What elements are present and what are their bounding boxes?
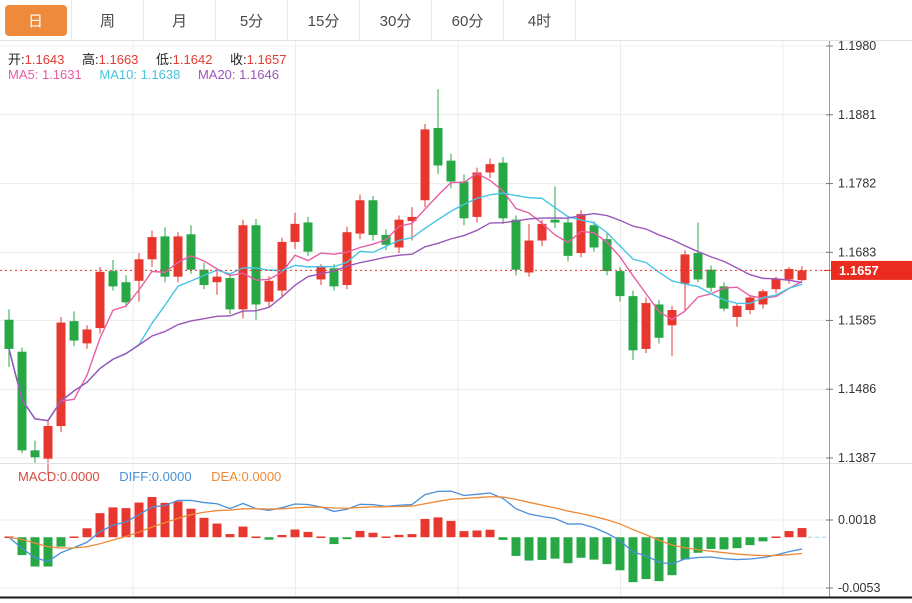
low-label: 低:	[156, 52, 173, 67]
ma-readout: MA5: 1.1631 MA10: 1.1638 MA20: 1.1646	[8, 67, 279, 82]
ma10-readout: MA10: 1.1638	[99, 67, 181, 82]
svg-text:0.0018: 0.0018	[838, 513, 876, 527]
svg-text:1.1657: 1.1657	[839, 263, 879, 278]
macd-value-readout: MACD:0.0000	[18, 469, 100, 484]
tab-30min-label: 30分	[379, 12, 412, 30]
tab-60min-label: 60分	[451, 12, 484, 30]
tab-day-label: 日	[27, 12, 43, 30]
low-value: 1.1642	[172, 52, 213, 67]
svg-text:1.1683: 1.1683	[838, 245, 876, 259]
diff-line	[8, 490, 803, 565]
tab-4hour[interactable]: 4时	[504, 0, 576, 40]
active-tab-pill: 日	[4, 4, 67, 36]
open-label: 开:	[8, 52, 25, 67]
svg-text:1.1881: 1.1881	[838, 108, 876, 122]
tab-4hour-label: 4时	[527, 12, 552, 30]
tab-day[interactable]: 日	[0, 0, 72, 40]
candlestick-series	[4, 89, 807, 476]
current-price-tag: 1.1657	[824, 260, 912, 280]
dea-line	[8, 496, 803, 557]
high-label: 高:	[82, 52, 99, 67]
dea-value-readout: DEA:0.0000	[211, 469, 282, 484]
tab-15min[interactable]: 15分	[288, 0, 360, 40]
diff-value-readout: DIFF:0.0000	[119, 469, 192, 484]
svg-text:1.1486: 1.1486	[838, 382, 876, 396]
svg-text:1.1387: 1.1387	[838, 451, 876, 465]
tab-week-label: 周	[99, 12, 115, 30]
chart-gridlines	[0, 41, 828, 597]
ma10-line	[8, 192, 803, 422]
close-value: 1.1657	[246, 52, 287, 67]
period-tabbar: 日 周 月 5分 15分 30分 60分 4时	[0, 0, 912, 41]
close-label: 收:	[230, 52, 247, 67]
svg-text:1.1585: 1.1585	[838, 313, 876, 327]
ma20-line	[8, 212, 803, 422]
tab-month-label: 月	[171, 12, 187, 30]
tab-5min-label: 5分	[239, 12, 264, 30]
tab-week[interactable]: 周	[72, 0, 144, 40]
svg-text:1.1782: 1.1782	[838, 177, 876, 191]
high-value: 1.1663	[98, 52, 139, 67]
ohlc-readout: 开:1.1643 高:1.1663 低:1.1642 收:1.1657	[8, 49, 300, 68]
tab-5min[interactable]: 5分	[216, 0, 288, 40]
ma5-line	[8, 172, 803, 422]
tab-month[interactable]: 月	[144, 0, 216, 40]
tab-30min[interactable]: 30分	[360, 0, 432, 40]
macd-readout: MACD:0.0000 DIFF:0.0000 DEA:0.0000	[18, 469, 281, 484]
tab-15min-label: 15分	[307, 12, 340, 30]
price-axis-labels: 1.1980 1.1881 1.1782 1.1683 1.1585 1.1486 1.13…	[826, 39, 880, 595]
svg-text:1.1980: 1.1980	[838, 39, 876, 53]
ma20-readout: MA20: 1.1646	[197, 67, 279, 82]
open-value: 1.1643	[24, 52, 65, 67]
tab-60min[interactable]: 60分	[432, 0, 504, 40]
svg-text:-0.0053: -0.0053	[838, 581, 880, 595]
macd-histogram	[4, 497, 807, 583]
ma5-readout: MA5: 1.1631	[8, 67, 82, 82]
